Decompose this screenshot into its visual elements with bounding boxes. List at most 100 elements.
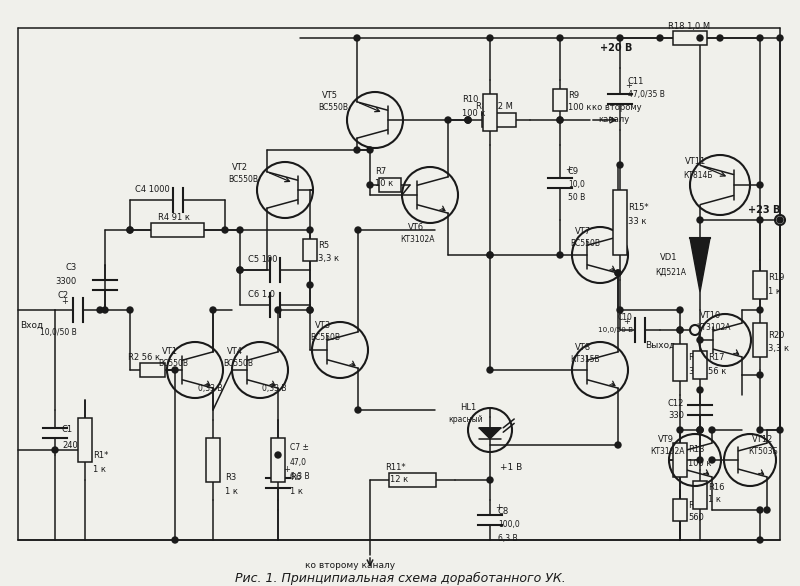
Text: R11*: R11*: [385, 464, 406, 472]
Bar: [303, 239, 317, 261]
Text: R9: R9: [568, 90, 579, 100]
Text: VT12: VT12: [752, 435, 774, 445]
Circle shape: [307, 282, 313, 288]
Circle shape: [697, 337, 703, 343]
Circle shape: [777, 217, 783, 223]
Text: HL1: HL1: [460, 404, 476, 413]
Text: КТ3102А: КТ3102А: [650, 448, 685, 456]
Text: C9: C9: [568, 168, 579, 176]
Circle shape: [709, 427, 715, 433]
Circle shape: [355, 407, 361, 413]
Text: R18 1,0 М: R18 1,0 М: [668, 22, 710, 32]
Bar: [693, 481, 707, 509]
Circle shape: [757, 537, 763, 543]
Text: C5 100: C5 100: [248, 255, 278, 264]
Circle shape: [709, 457, 715, 463]
Text: 240: 240: [62, 441, 78, 449]
Text: R16: R16: [708, 483, 725, 492]
Circle shape: [222, 227, 228, 233]
Text: каналу: каналу: [598, 115, 630, 124]
Circle shape: [677, 327, 683, 333]
Text: R8 1,2 М: R8 1,2 М: [476, 103, 513, 111]
Text: R4 91 к: R4 91 к: [158, 213, 190, 223]
Circle shape: [465, 117, 471, 123]
Text: 3,3 к: 3,3 к: [768, 343, 789, 353]
Circle shape: [757, 182, 763, 188]
Circle shape: [487, 252, 493, 258]
Text: 3300: 3300: [55, 278, 76, 287]
Circle shape: [697, 427, 703, 433]
Text: R15*: R15*: [628, 203, 649, 213]
Circle shape: [690, 325, 700, 335]
Text: 3,3 к: 3,3 к: [318, 254, 339, 263]
Polygon shape: [690, 238, 710, 292]
Circle shape: [210, 307, 216, 313]
Text: КД521А: КД521А: [655, 267, 686, 277]
Text: 10,0/50 В: 10,0/50 В: [40, 328, 77, 336]
Text: 6,3 В: 6,3 В: [290, 472, 310, 481]
Text: BC550B: BC550B: [318, 104, 348, 113]
Text: BC550B: BC550B: [158, 359, 188, 367]
Bar: [553, 89, 567, 111]
Circle shape: [777, 427, 783, 433]
Circle shape: [367, 182, 373, 188]
Circle shape: [237, 267, 243, 273]
Bar: [482, 113, 516, 127]
Circle shape: [697, 217, 703, 223]
Polygon shape: [479, 428, 501, 439]
Text: C6 1,0: C6 1,0: [248, 291, 275, 299]
Circle shape: [775, 215, 785, 225]
Text: C4 1000: C4 1000: [135, 186, 170, 195]
Circle shape: [757, 427, 763, 433]
Text: BC550B: BC550B: [223, 359, 253, 367]
Circle shape: [465, 117, 471, 123]
Bar: [379, 178, 401, 192]
Circle shape: [275, 452, 281, 458]
Text: 0,33 В: 0,33 В: [262, 383, 286, 393]
Circle shape: [307, 227, 313, 233]
Text: C12: C12: [668, 398, 684, 407]
Text: 560: 560: [688, 513, 704, 523]
Circle shape: [617, 307, 623, 313]
Text: C8: C8: [498, 507, 510, 516]
Text: BC550B: BC550B: [228, 175, 258, 185]
Circle shape: [717, 35, 723, 41]
Bar: [389, 473, 436, 487]
Bar: [483, 94, 497, 131]
Text: VT6: VT6: [408, 223, 424, 233]
Circle shape: [237, 227, 243, 233]
Text: 1 к: 1 к: [768, 288, 781, 297]
Circle shape: [367, 147, 373, 153]
Text: C1: C1: [62, 425, 73, 434]
Bar: [151, 223, 204, 237]
Circle shape: [102, 307, 108, 313]
Circle shape: [677, 307, 683, 313]
Circle shape: [307, 307, 313, 313]
Circle shape: [557, 117, 563, 123]
Text: R1*: R1*: [93, 451, 108, 459]
Text: VT10: VT10: [700, 311, 722, 319]
Circle shape: [97, 307, 103, 313]
Text: 1 к: 1 к: [708, 496, 721, 505]
Circle shape: [677, 427, 683, 433]
Text: R13: R13: [688, 445, 705, 455]
Circle shape: [677, 327, 683, 333]
Text: 56 к: 56 к: [708, 367, 726, 376]
Text: +: +: [61, 298, 68, 306]
Text: R6: R6: [290, 473, 302, 482]
Circle shape: [172, 537, 178, 543]
Circle shape: [615, 442, 621, 448]
Bar: [753, 271, 767, 299]
Text: +: +: [623, 318, 630, 326]
Text: +23 В: +23 В: [748, 205, 780, 215]
Text: C11: C11: [628, 77, 644, 87]
Bar: [693, 351, 707, 379]
Circle shape: [354, 147, 360, 153]
Text: 47,0: 47,0: [290, 458, 307, 466]
Circle shape: [307, 307, 313, 313]
Text: R3: R3: [225, 473, 236, 482]
Text: VT2: VT2: [232, 163, 248, 172]
Circle shape: [487, 477, 493, 483]
Text: 33 к: 33 к: [628, 217, 646, 227]
Text: красный: красный: [448, 415, 482, 424]
